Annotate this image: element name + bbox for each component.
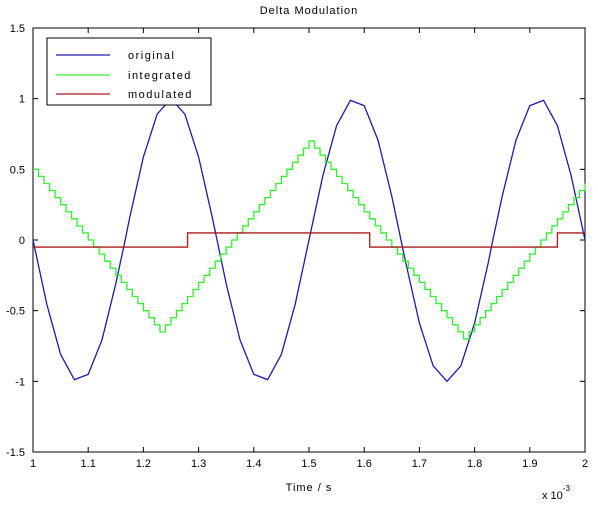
y-tick-label: 0 — [19, 235, 25, 247]
y-tick-label: 0.5 — [10, 164, 25, 176]
x-axis-multiplier-base: x 10 — [542, 490, 563, 502]
legend: original integrated modulated — [46, 37, 212, 106]
legend-box — [46, 37, 212, 106]
x-tick-label: 1.5 — [301, 458, 316, 470]
x-tick-label: 2 — [582, 458, 588, 470]
series-line-original — [32, 97, 586, 383]
legend-label-original: original — [128, 50, 175, 62]
y-tick-label: 1 — [19, 94, 25, 106]
y-tick-label: 1.5 — [10, 23, 25, 35]
x-tick-label: 1.9 — [522, 458, 537, 470]
x-axis-multiplier: x 10-3 — [542, 484, 570, 502]
x-tick-label: 1 — [30, 458, 36, 470]
series-line-modulated — [33, 232, 585, 248]
series-line-integrated — [33, 140, 586, 340]
x-axis-multiplier-exponent: -3 — [563, 484, 571, 493]
x-tick-label: 1.7 — [412, 458, 427, 470]
y-tick-label: -1.5 — [6, 447, 25, 459]
x-tick-label: 1.4 — [246, 458, 261, 470]
x-tick-label: 1.3 — [191, 458, 206, 470]
y-axis-ticks: 1.5 1 0.5 0 -0.5 -1 -1.5 — [6, 23, 585, 459]
chart-title: Delta Modulation — [260, 5, 359, 17]
legend-label-integrated: integrated — [128, 70, 192, 82]
y-tick-label: -1 — [15, 376, 25, 388]
x-tick-label: 1.1 — [81, 458, 96, 470]
x-axis-label: Time / s — [286, 482, 333, 494]
x-tick-label: 1.6 — [357, 458, 372, 470]
series-layer — [32, 97, 586, 383]
x-tick-label: 1.8 — [467, 458, 482, 470]
y-tick-label: -0.5 — [6, 306, 25, 318]
x-tick-label: 1.2 — [136, 458, 151, 470]
legend-label-modulated: modulated — [128, 89, 193, 101]
x-axis-ticks: 1 1.1 1.2 1.3 1.4 1.5 1.6 1.7 1.8 1.9 2 — [30, 28, 588, 470]
